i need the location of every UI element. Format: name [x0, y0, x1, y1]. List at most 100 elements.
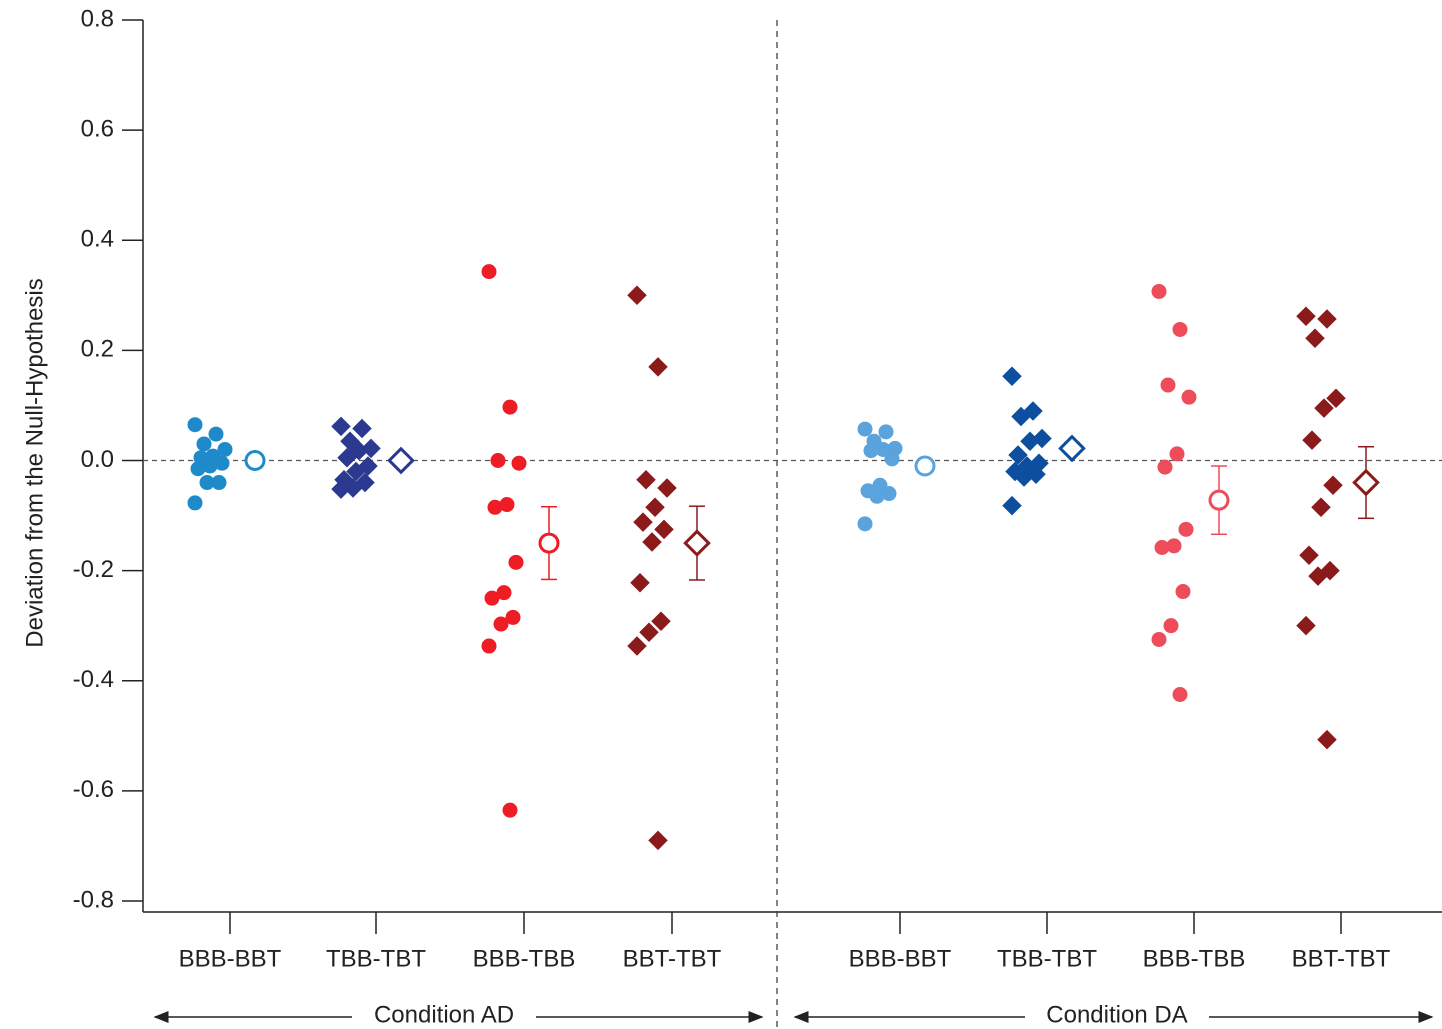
data-point — [881, 486, 897, 502]
data-point — [1305, 328, 1325, 349]
data-point — [352, 418, 372, 439]
data-point — [199, 475, 215, 491]
data-point — [505, 609, 521, 625]
data-point — [1014, 467, 1034, 487]
data-point — [884, 451, 900, 467]
data-point — [1172, 321, 1188, 337]
y-tick-label: -0.4 — [73, 666, 114, 693]
data-point — [1020, 431, 1040, 451]
data-point — [1178, 521, 1194, 537]
x-tick-label: TBB-TBT — [997, 945, 1097, 972]
data-point — [1317, 309, 1337, 329]
y-axis-label: Deviation from the Null-Hypothesis — [21, 278, 48, 647]
x-tick-label: BBB-TBB — [1143, 945, 1246, 972]
mean-marker — [538, 532, 560, 554]
data-point — [493, 616, 509, 632]
data-point — [863, 443, 879, 459]
data-point — [857, 421, 873, 437]
data-point — [645, 497, 665, 518]
data-point — [1172, 687, 1188, 703]
x-tick-label: TBB-TBT — [326, 945, 426, 972]
data-point — [1002, 495, 1022, 516]
data-point — [875, 441, 891, 457]
data-point — [217, 441, 233, 457]
data-point — [337, 447, 357, 468]
data-point — [627, 636, 647, 656]
data-point — [214, 455, 230, 471]
data-point — [1311, 497, 1331, 518]
mean-marker — [1058, 434, 1086, 463]
x-tick-label: BBT-TBT — [1292, 945, 1391, 972]
label-bg — [1025, 1000, 1209, 1029]
mean-marker — [1352, 468, 1380, 497]
data-point — [857, 516, 873, 532]
y-tick-label: 0.8 — [81, 5, 114, 32]
data-point — [484, 590, 500, 606]
data-point — [636, 470, 656, 490]
data-point — [630, 572, 650, 593]
data-point — [1169, 446, 1185, 462]
data-point — [639, 622, 659, 643]
mean-marker — [914, 455, 936, 477]
data-point — [651, 611, 671, 632]
y-tick-label: -0.6 — [73, 776, 114, 803]
data-point — [487, 499, 503, 515]
y-tick-label: 0.6 — [81, 115, 114, 142]
data-point — [1296, 615, 1316, 636]
x-tick-label: BBB-BBT — [849, 945, 952, 972]
data-point — [1163, 618, 1179, 634]
data-point — [490, 452, 506, 468]
y-tick-label: -0.8 — [73, 886, 114, 913]
mean-marker — [1208, 489, 1230, 511]
data-point — [1296, 306, 1316, 326]
x-tick-label: BBB-BBT — [179, 945, 282, 972]
data-point — [1011, 406, 1031, 427]
data-point — [499, 497, 515, 513]
mean-marker — [683, 529, 711, 557]
data-point — [642, 532, 662, 552]
data-point — [196, 436, 212, 452]
data-point — [1154, 539, 1170, 555]
data-point — [1326, 388, 1346, 409]
data-point — [878, 424, 894, 440]
condition-label: Condition AD — [374, 1001, 514, 1028]
data-point — [481, 638, 497, 654]
mean-marker — [387, 446, 415, 475]
data-point — [1166, 538, 1182, 554]
data-point — [654, 519, 674, 540]
data-point — [190, 461, 206, 477]
data-point — [331, 416, 351, 437]
y-tick-label: 0.4 — [81, 226, 114, 253]
data-point — [481, 264, 497, 280]
y-tick-label: -0.2 — [73, 556, 114, 583]
label-bg — [352, 1000, 536, 1029]
data-point — [511, 455, 527, 471]
data-point — [1008, 445, 1028, 465]
x-tick-label: BBB-TBB — [473, 945, 576, 972]
x-tick-label: BBT-TBT — [623, 945, 722, 972]
data-point — [361, 438, 381, 459]
data-point — [657, 478, 677, 498]
data-point — [1299, 545, 1319, 565]
y-tick-label: 0.0 — [81, 446, 114, 473]
data-point — [346, 461, 366, 482]
data-point — [502, 802, 518, 818]
data-point — [1308, 566, 1328, 586]
data-point — [496, 585, 512, 601]
data-point — [343, 478, 363, 498]
data-point — [1151, 631, 1167, 647]
data-point — [187, 495, 203, 511]
y-tick-label: 0.2 — [81, 336, 114, 363]
data-point — [1317, 729, 1337, 750]
data-point — [211, 475, 227, 491]
data-point — [869, 488, 885, 504]
data-point — [331, 479, 351, 499]
data-point — [633, 512, 653, 532]
data-point — [1302, 430, 1322, 450]
data-point — [1002, 366, 1022, 386]
data-point — [1160, 377, 1176, 393]
data-point — [627, 285, 647, 306]
data-point — [187, 417, 203, 433]
data-point — [502, 399, 518, 415]
data-point — [1323, 475, 1343, 496]
